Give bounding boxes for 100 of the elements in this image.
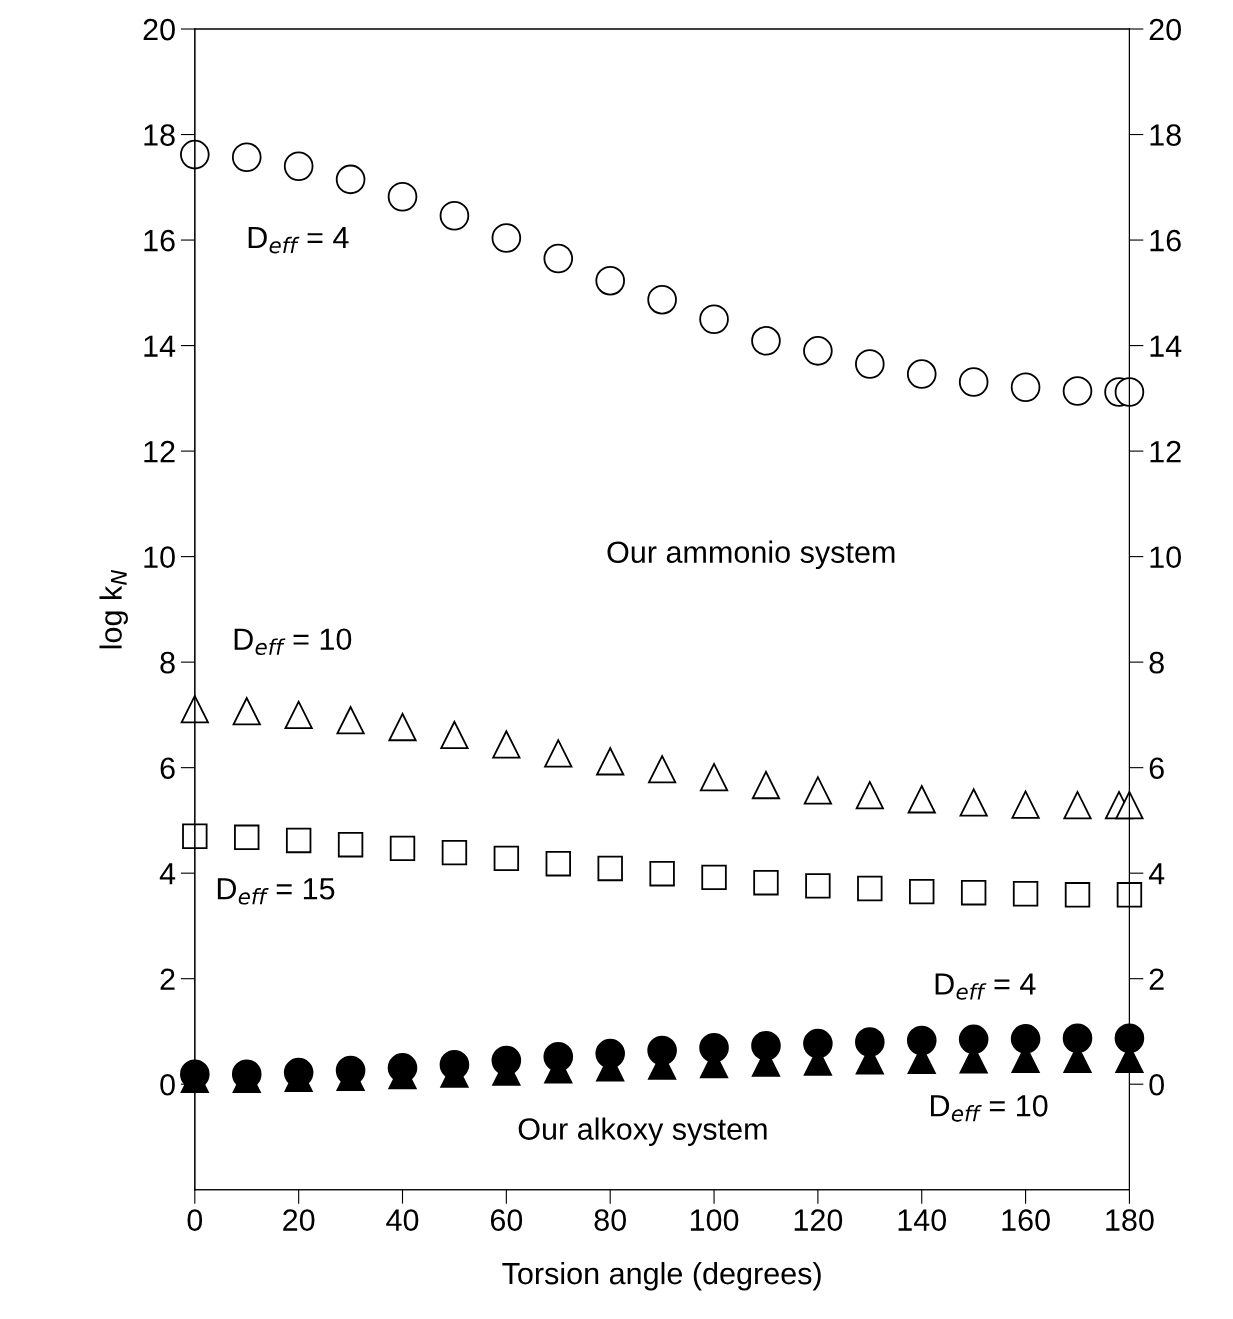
point: [387, 182, 418, 212]
annotation: Our ammonio system: [607, 540, 895, 570]
point: [1062, 376, 1093, 406]
point: [1062, 1023, 1093, 1054]
y2-tick-label: 2: [1149, 968, 1164, 990]
annotation: D$_{eff}$ = 10: [930, 1095, 1048, 1122]
y2-tick-label: 10: [1150, 546, 1181, 568]
point: [701, 864, 727, 891]
point: [493, 845, 520, 872]
x-tick-label: 100: [690, 1209, 739, 1231]
y-tick-label: 2: [160, 968, 175, 990]
point: [440, 720, 469, 750]
point: [1011, 790, 1040, 819]
point: [699, 304, 729, 334]
point: [649, 860, 675, 887]
point: [180, 139, 210, 170]
annotation: D$_{eff}$ = 4: [248, 227, 349, 254]
point: [335, 164, 366, 195]
y2-tick-label: 0: [1149, 1073, 1164, 1096]
point: [284, 700, 313, 729]
x-tick-label: 160: [1002, 1209, 1050, 1231]
point: [648, 755, 677, 784]
y-tick-label: 0: [160, 1073, 175, 1096]
point: [441, 839, 468, 866]
point: [1010, 372, 1041, 403]
point: [232, 697, 261, 726]
point: [958, 1024, 989, 1055]
point: [595, 265, 625, 296]
point: [803, 776, 832, 805]
point: [1114, 377, 1145, 407]
point: [906, 1025, 937, 1056]
annotation: D$_{eff}$ = 15: [217, 878, 335, 905]
point: [699, 763, 729, 792]
point: [959, 788, 988, 817]
point: [439, 200, 470, 231]
x-tick-label: 140: [898, 1209, 947, 1231]
point: [909, 878, 935, 905]
point: [855, 349, 885, 379]
point: [285, 827, 312, 854]
point: [1063, 791, 1092, 820]
point: [231, 142, 262, 173]
point: [855, 1027, 885, 1057]
point: [596, 747, 625, 776]
y2-tick-label: 8: [1149, 651, 1164, 674]
y-tick-label: 20: [143, 18, 175, 41]
point: [1012, 881, 1039, 907]
y-axis-title: log k$_{N}$: [99, 570, 128, 649]
x-tick-label: 60: [490, 1209, 523, 1231]
point: [545, 850, 571, 877]
x-axis-title: Torsion angle (degrees): [502, 1261, 821, 1291]
y-tick-label: 8: [160, 651, 175, 674]
point: [180, 694, 209, 724]
point: [906, 359, 937, 389]
point: [234, 824, 260, 851]
x-tick-label: 40: [386, 1209, 419, 1231]
point: [805, 873, 831, 899]
x-tick-label: 180: [1106, 1209, 1154, 1231]
annotation: D$_{eff}$ = 10: [234, 628, 352, 656]
point: [597, 855, 623, 882]
y2-tick-label: 12: [1150, 440, 1181, 463]
point: [647, 284, 677, 315]
point: [751, 770, 781, 800]
point: [958, 367, 989, 397]
y-tick-label: 18: [144, 124, 175, 146]
y-tick-label: 12: [144, 440, 175, 463]
point: [336, 706, 365, 735]
point: [388, 712, 417, 742]
point: [543, 243, 574, 274]
y2-tick-label: 6: [1149, 757, 1164, 780]
point: [803, 1028, 833, 1059]
point: [960, 879, 987, 906]
point: [544, 739, 573, 768]
point: [1010, 1024, 1041, 1054]
point: [1064, 882, 1091, 908]
x-tick-label: 80: [594, 1209, 626, 1231]
point: [337, 831, 364, 858]
annotation: Our alkoxy system: [518, 1117, 767, 1146]
y2-tick-label: 20: [1149, 18, 1181, 41]
point: [182, 823, 208, 849]
point: [855, 780, 884, 810]
point: [753, 869, 779, 896]
y-tick-label: 16: [144, 229, 175, 252]
y2-tick-label: 4: [1148, 863, 1165, 885]
point: [803, 336, 833, 366]
y2-tick-label: 16: [1150, 229, 1181, 252]
point: [907, 785, 936, 814]
y2-tick-label: 18: [1150, 124, 1181, 146]
y2-tick-label: 14: [1150, 335, 1182, 357]
x-tick-label: 120: [794, 1209, 843, 1231]
y-tick-label: 14: [144, 335, 176, 357]
y-tick-label: 4: [159, 863, 176, 885]
y-tick-label: 10: [144, 546, 175, 568]
point: [491, 223, 522, 253]
point: [857, 875, 883, 902]
point: [389, 835, 416, 862]
annotation: D$_{eff}$ = 4: [935, 973, 1036, 1000]
x-tick-label: 20: [283, 1209, 315, 1231]
point: [1114, 1023, 1145, 1054]
x-tick-label: 0: [187, 1209, 203, 1231]
point: [1116, 882, 1143, 908]
